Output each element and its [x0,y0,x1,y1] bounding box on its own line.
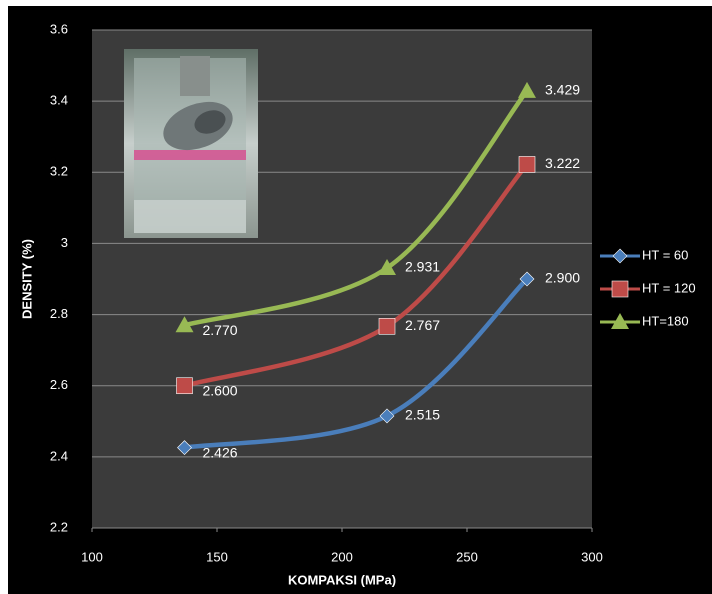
marker [177,378,193,394]
y-tick-label: 2.2 [50,519,68,534]
data-label: 2.426 [203,444,238,460]
y-tick-label: 3.2 [50,164,68,179]
data-label: 3.222 [545,155,580,171]
legend-marker [612,281,628,297]
data-label: 2.900 [545,270,580,286]
data-label: 3.429 [545,82,580,98]
data-label: 2.767 [405,317,440,333]
legend-label: HT = 60 [642,247,688,262]
x-axis-title: KOMPAKSI (MPa) [288,572,396,587]
legend-label: HT = 120 [642,280,696,295]
data-label: 2.770 [203,322,238,338]
data-label: 2.600 [203,382,238,398]
y-tick-label: 3.4 [50,93,68,108]
y-tick-label: 2.8 [50,306,68,321]
photo-inset [124,49,258,238]
y-tick-label: 3 [61,235,68,250]
data-label: 2.515 [405,407,440,423]
y-tick-label: 2.4 [50,448,68,463]
y-axis-title: DENSITY (%) [19,239,34,319]
x-tick-label: 100 [81,549,103,564]
chart: KOMPAKSI (MPa) DENSITY (%) 2.2 2.4 2.6 2.8 3… [0,0,712,594]
legend-label: HT=180 [642,313,689,328]
marker [379,318,395,334]
data-label: 2.931 [405,259,440,275]
marker [519,156,535,172]
y-tick-label: 3.6 [50,21,68,36]
x-tick-label: 150 [206,549,228,564]
x-tick-label: 200 [331,549,353,564]
x-tick-label: 250 [456,549,478,564]
x-tick-label: 300 [581,549,603,564]
y-tick-label: 2.6 [50,377,68,392]
